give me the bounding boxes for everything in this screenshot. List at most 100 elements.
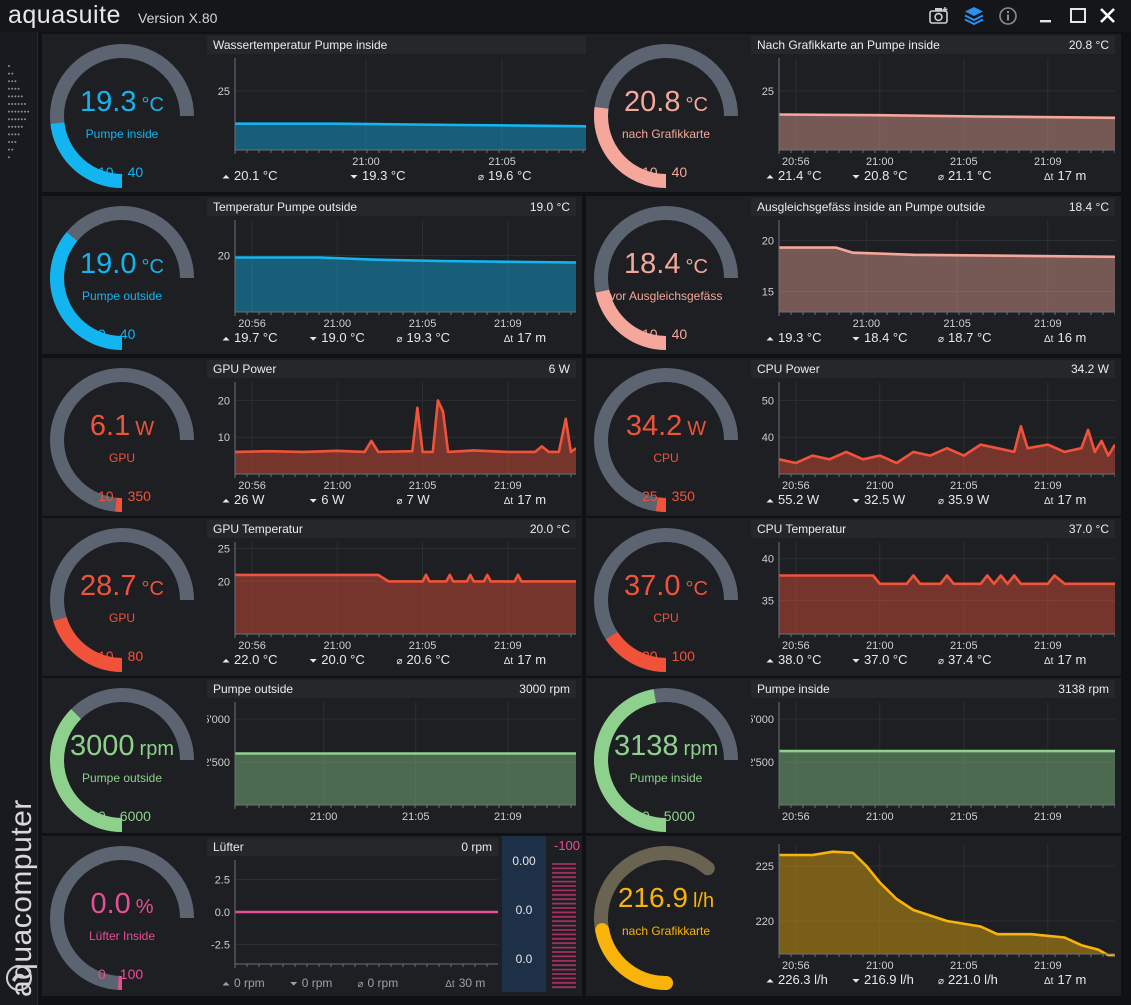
average-icon: ⌀	[396, 656, 403, 667]
gauge-unit: W	[687, 418, 707, 440]
x-tick-label: 21:05	[409, 640, 437, 652]
tile-flow[interactable]: 216.9 l/h nach Grafikkarte 225 220 20:56 21:00…	[586, 836, 1121, 996]
tile-reservoir-pump-outside[interactable]: 18.4 °C vor Ausgleichsgefäss 10 40 Ausgleichs…	[586, 196, 1121, 354]
max-icon: ⏶	[766, 334, 774, 345]
series-area	[779, 851, 1115, 956]
gauge-min: 20	[642, 648, 658, 664]
stat-avg: ⌀ 7 W	[397, 492, 430, 507]
x-tick-label: 21:05	[488, 156, 516, 168]
after-gpu-pump-inside-chart[interactable]: 25 20:56 21:00 21:05 21:09	[751, 56, 1115, 168]
gauge-range: 25 350	[642, 488, 695, 504]
chart-current-value: 3138 rpm	[1058, 682, 1109, 696]
layers-icon[interactable]	[961, 3, 987, 29]
gauge-readout: 0.0%	[42, 888, 202, 921]
x-tick-label: 21:00	[866, 960, 894, 972]
gauge-value: 19.3	[80, 86, 137, 118]
gauge-unit: °C	[141, 578, 164, 600]
stat-max: ⏶ 226.3 l/h	[766, 972, 828, 987]
maximize-icon[interactable]	[1065, 3, 1091, 29]
series-line	[779, 574, 1115, 586]
y-tick-label: 225	[756, 861, 774, 873]
gauge-value-arc	[594, 106, 667, 188]
y-tick-label: 35	[762, 596, 774, 608]
stat-max-value: 55.2 W	[778, 492, 820, 507]
gpu-temp-chart[interactable]: 25 20 20:56 21:00 21:05 21:09	[207, 540, 576, 652]
gpu-power-chart[interactable]: 20 10 20:56 21:00 21:05 21:09	[207, 380, 576, 492]
gauge-value-arc	[595, 289, 667, 350]
gauge-label: nach Grafikkarte	[621, 127, 711, 141]
chart-current-value: 20.8 °C	[1068, 38, 1109, 52]
timespan-icon: Δt	[1044, 496, 1054, 507]
info-icon[interactable]	[995, 3, 1021, 29]
close-icon[interactable]	[1095, 3, 1121, 29]
flow-chart[interactable]: 225 220 20:56 21:00 21:05 21:09	[751, 842, 1115, 972]
stat-max: ⏶ 26 W	[222, 492, 264, 507]
y-tick-label: 20	[218, 395, 230, 407]
pump-outside-rpm-chart[interactable]: 5'000 2'500 21:00 21:05 21:09	[207, 700, 576, 823]
stat-span-value: 17 m	[517, 330, 547, 345]
tile-pump-inside-rpm[interactable]: 3138 rpm Pumpe inside 0 5000 Pumpe inside 3138…	[586, 678, 1121, 833]
cpu-power-chart[interactable]: 50 40 20:56 21:00 21:05 21:09	[751, 380, 1115, 492]
gauge-value-arc	[50, 709, 123, 832]
tile-gpu-power[interactable]: 6.1 W GPU 10 350 GPU Power 6 W 20 10 20:56 21:00 21…	[42, 358, 582, 516]
y-tick-label: 20	[218, 250, 230, 262]
tile-cpu-power[interactable]: 34.2 W CPU 25 350 CPU Power 34.2 W 50 40 20:56 21:…	[586, 358, 1121, 516]
stat-min-value: 20.8 °C	[864, 168, 908, 183]
tile-fan[interactable]: 0.0% Lüfter Inside 0 100 Lüfter 0 rpm 2.5 0.0 -2…	[42, 836, 582, 996]
x-tick-label: 21:05	[409, 318, 437, 330]
reservoir-pump-outside-gauge	[594, 206, 738, 350]
camera-icon[interactable]	[926, 3, 952, 29]
stat-max-value: 38.0 °C	[778, 652, 822, 667]
gauge-unit: °C	[685, 256, 708, 278]
gauge-value-arc	[50, 122, 123, 188]
tile-gpu-temp[interactable]: 28.7 °C GPU 10 80 GPU Temperatur 20.0 °C 25 20 20…	[42, 518, 582, 676]
stat-avg: ⌀ 19.3 °C	[397, 330, 451, 345]
x-tick-label: 21:05	[950, 811, 978, 823]
x-tick-label: 21:09	[1034, 156, 1062, 168]
stat-min-value: 19.3 °C	[362, 168, 406, 183]
series-area	[779, 114, 1115, 150]
x-tick-label: 21:09	[1034, 811, 1062, 823]
gauge-track	[50, 368, 194, 512]
gauge-range: 0 6000	[98, 808, 151, 824]
gauge-min: 0	[98, 808, 106, 824]
pump-inside-rpm-chart[interactable]: 5'000 2'500 20:56 21:00 21:05 21:09	[751, 700, 1115, 823]
tile-temp-pump-outside[interactable]: 19.0 °C Pumpe outside 0 40 Temperatur Pumpe o…	[42, 196, 582, 354]
expand-handle[interactable]	[6, 62, 32, 166]
x-tick-label: 21:09	[494, 640, 522, 652]
gauge-range: 0 40	[98, 326, 135, 342]
stat-min: ⏷ 216.9 l/h	[852, 972, 914, 987]
gauge-unit: °C	[141, 94, 164, 116]
min-icon: ⏷	[309, 656, 318, 667]
stat-span: Δt 17 m	[504, 330, 546, 345]
minimize-icon[interactable]	[1033, 3, 1059, 29]
stat-avg-value: 19.6 °C	[488, 168, 532, 183]
temp-pump-outside-chart[interactable]: 20 20:56 21:00 21:05 21:09	[207, 218, 576, 330]
gauge-max: 350	[671, 488, 695, 504]
tile-pump-outside-rpm[interactable]: 3000 rpm Pumpe outside 0 6000 Pumpe outside 30…	[42, 678, 582, 833]
reservoir-pump-outside-chart[interactable]: 20 15 21:00 21:05 21:09	[751, 218, 1115, 330]
temp-pump-outside-gauge	[50, 206, 194, 350]
gauge-min: 0	[642, 808, 650, 824]
chart-title: Pumpe outside	[213, 682, 294, 696]
x-tick-label: 21:09	[494, 811, 522, 823]
cpu-temp-gauge	[594, 528, 738, 672]
stat-max-value: 26 W	[234, 492, 265, 507]
gauge-value-arc	[50, 232, 123, 350]
x-tick-label: 20:56	[782, 156, 810, 168]
y-tick-label: 25	[762, 86, 774, 98]
min-icon: ⏷	[852, 656, 860, 667]
tile-after-gpu-pump-inside[interactable]: 20.8 °C nach Grafikkarte 10 40 Nach Grafikkar…	[586, 34, 1121, 192]
series-line	[779, 246, 1115, 259]
timespan-icon: Δt	[1044, 976, 1054, 987]
gpu-temp-chart-header: GPU Temperatur 20.0 °C	[207, 520, 576, 538]
fan-chart[interactable]: 2.5 0.0 -2.5	[207, 858, 498, 982]
y-tick-label: 25	[218, 544, 230, 556]
cpu-temp-chart[interactable]: 40 35 20:56 21:00 21:05 21:09	[751, 540, 1115, 652]
average-icon: ⌀	[357, 979, 364, 990]
average-icon: ⌀	[396, 496, 403, 507]
gauge-min: 10	[642, 164, 658, 180]
gauge-value: 3138	[614, 730, 679, 762]
max-icon: ⏶	[766, 656, 774, 667]
tile-cpu-temp[interactable]: 37.0 °C CPU 20 100 CPU Temperatur 37.0 °C 40 35 2…	[586, 518, 1121, 676]
